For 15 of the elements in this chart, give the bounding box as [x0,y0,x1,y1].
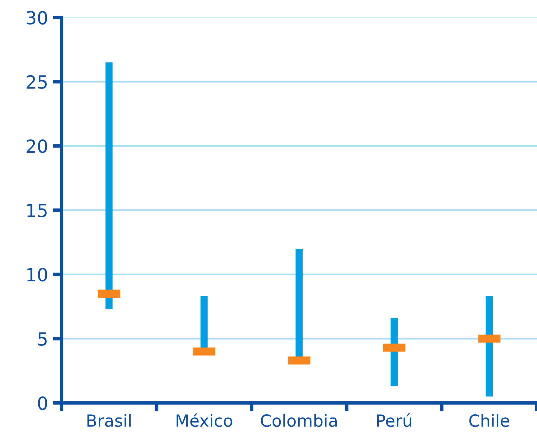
y-tick-label: 5 [38,332,47,346]
y-tick-label: 15 [28,204,47,218]
x-tick-label: Brasil [88,414,131,428]
y-tick-label: 20 [26,140,48,154]
x-tick-label: Perú [378,414,412,428]
bar [486,296,494,397]
y-tick-label: 30 [26,11,48,25]
bar [106,62,113,310]
x-tick-label: Colombia [261,414,338,428]
y-tick-label: 0 [38,396,48,410]
x-tick-label: México [176,414,233,428]
y-tick-label: 25 [26,75,47,90]
x-tick-label: Chile [470,414,510,428]
y-tick-label: 10 [28,268,48,282]
bar [200,296,208,350]
